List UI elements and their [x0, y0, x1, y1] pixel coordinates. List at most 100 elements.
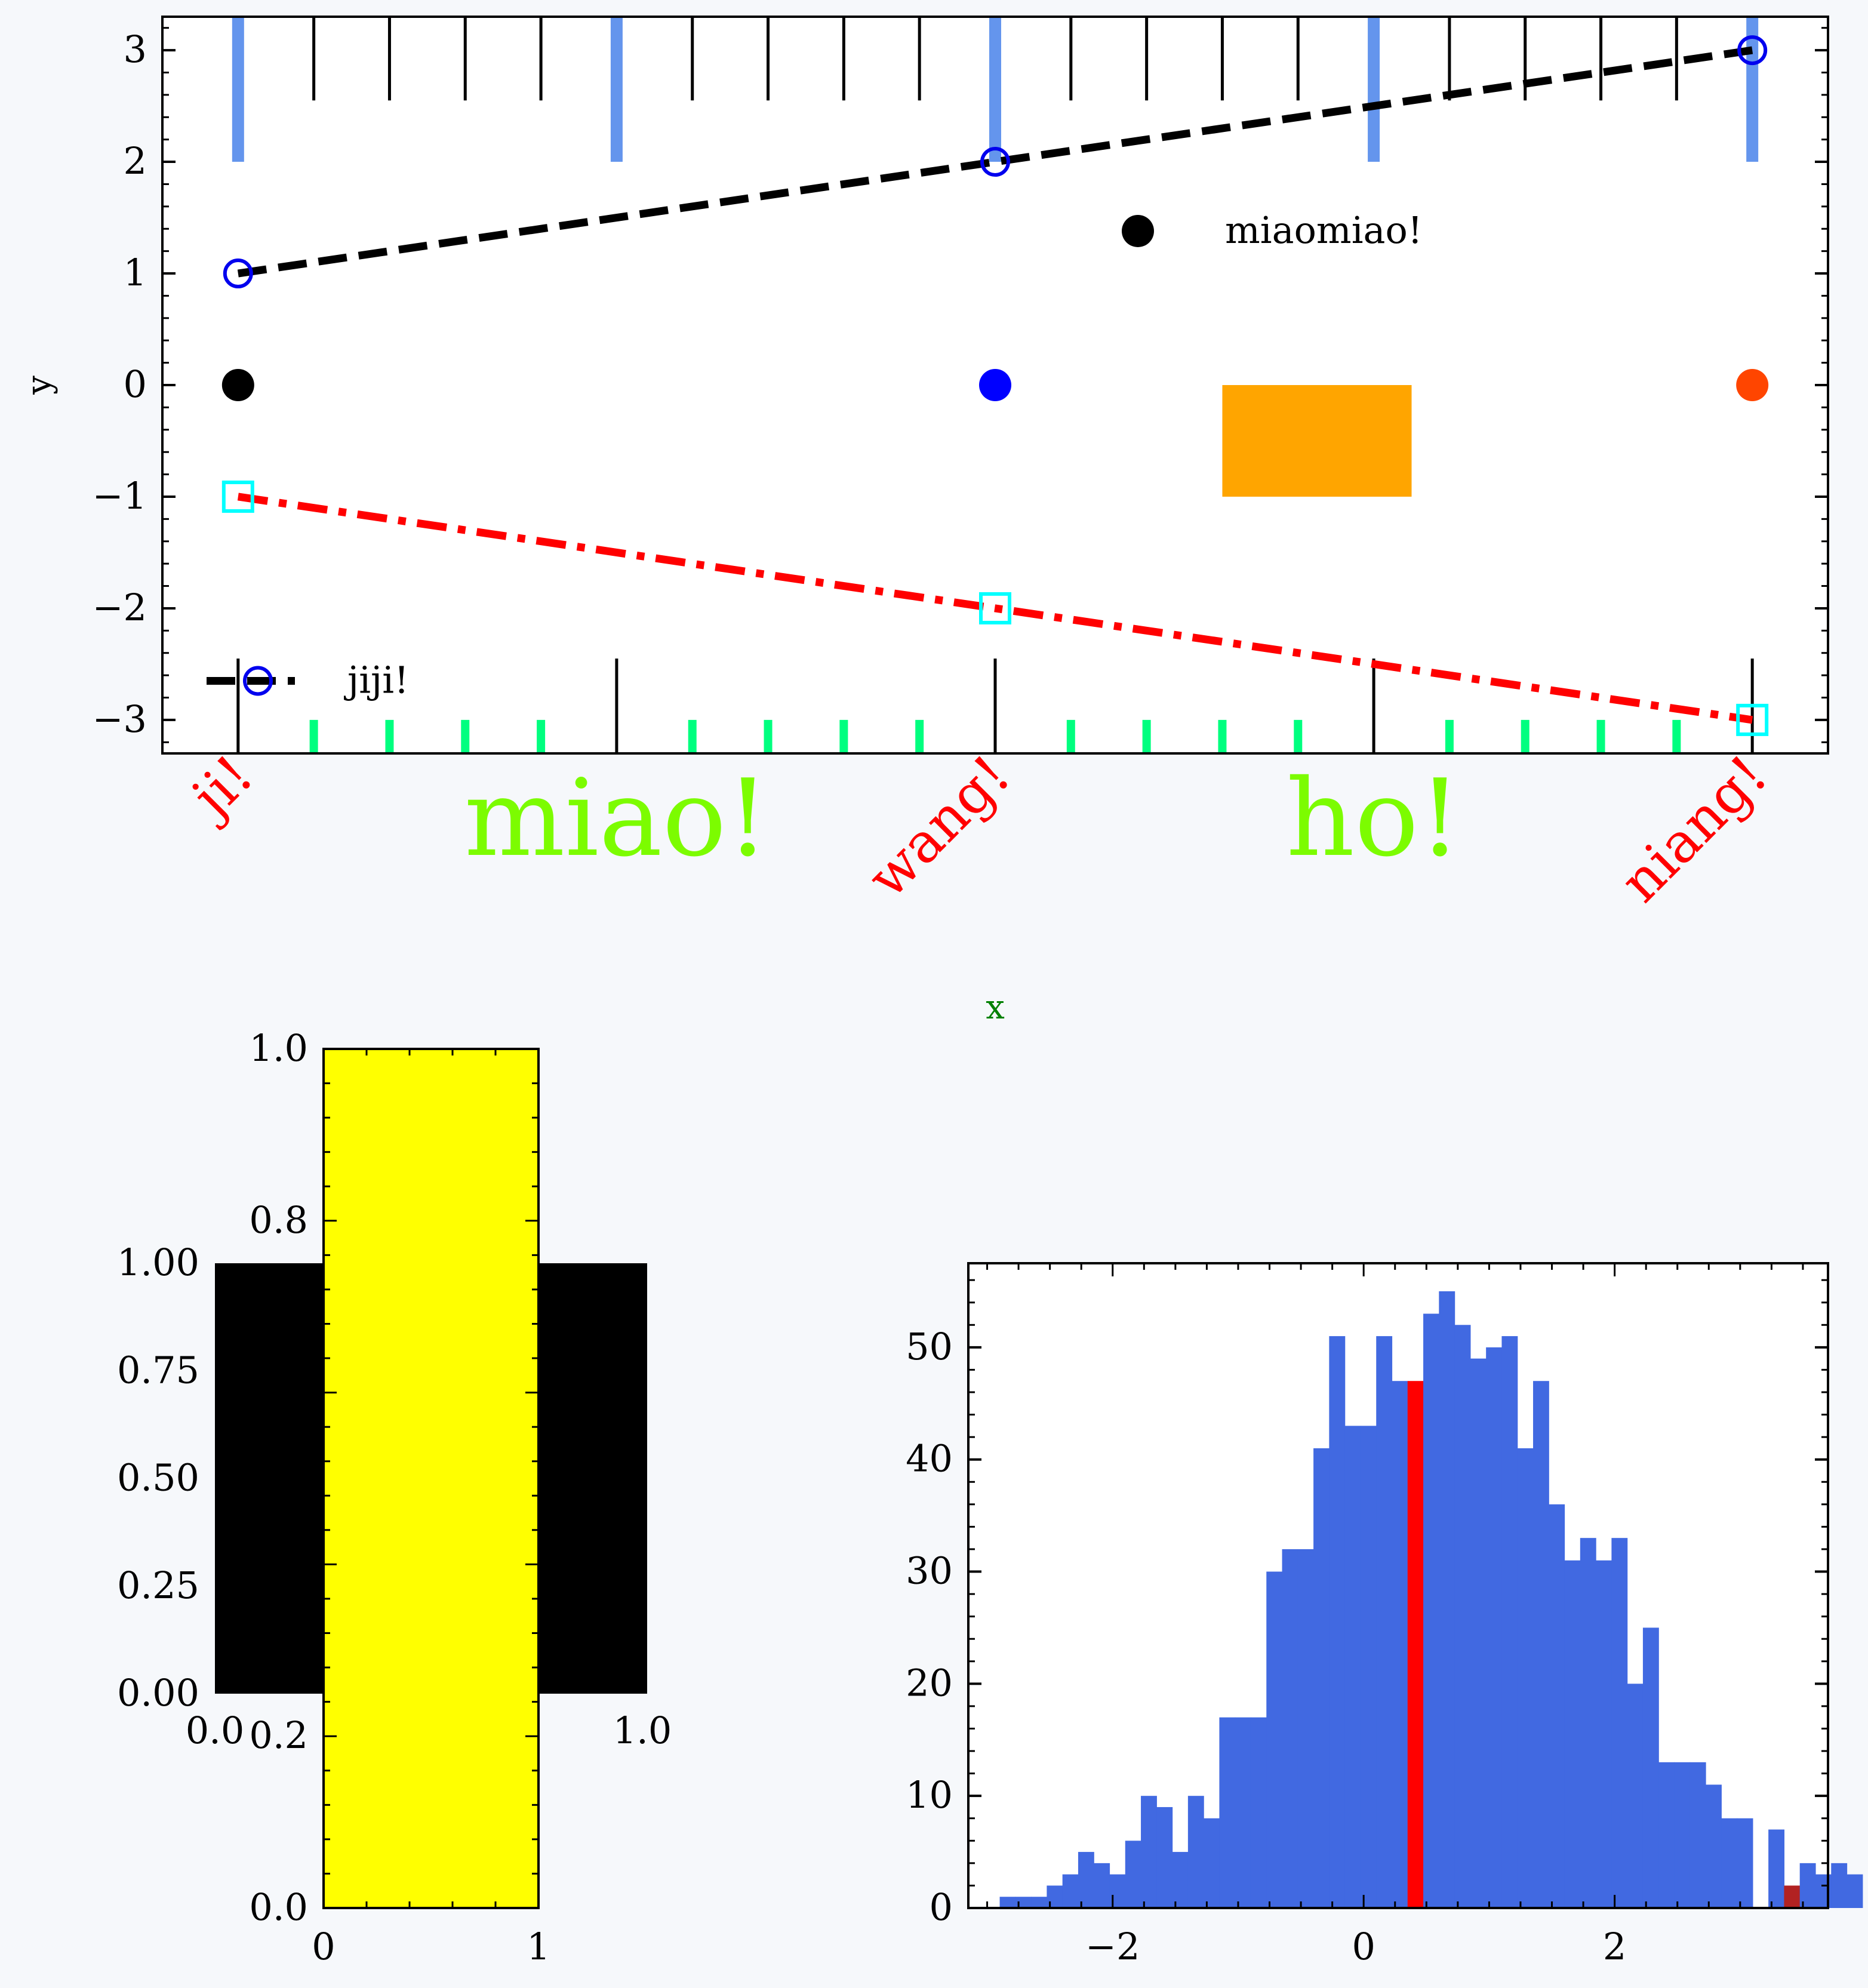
histogram-bar	[1737, 1818, 1753, 1908]
histogram-bar	[1423, 1313, 1439, 1908]
histogram-bar	[1642, 1627, 1659, 1908]
histogram-bar	[1706, 1784, 1722, 1908]
histogram-x-tick-label: 0	[1352, 1925, 1375, 1968]
histogram-axes-frame	[967, 1262, 1829, 1909]
histogram-bar	[1313, 1448, 1330, 1908]
histogram-bar	[1689, 1762, 1706, 1908]
histogram-bar	[1219, 1717, 1236, 1908]
main-x-axis-label: x	[986, 988, 1005, 1027]
histogram-bar	[1831, 1863, 1848, 1908]
histogram-bar	[1062, 1874, 1079, 1908]
x-minor-tick-label: ho!	[1286, 756, 1461, 880]
series-square-point	[221, 480, 254, 513]
series-jiji-line	[237, 46, 1753, 278]
inset-yellow-fill	[322, 1048, 540, 1909]
histogram-y-tick-label: 40	[906, 1437, 953, 1481]
inset-black-y-tick-label: 0.25	[117, 1564, 199, 1607]
histogram-plot: 0 10 20 30 40 50 −2 0 2	[906, 1262, 1863, 1968]
histogram-bar	[1172, 1852, 1189, 1908]
inset-black-y-tick-label: 0.50	[117, 1456, 199, 1500]
y-tick-label: 0	[124, 362, 147, 406]
series-miaomiao-point	[221, 369, 254, 401]
histogram-y-tick-label: 0	[930, 1885, 953, 1929]
histogram-bar	[1580, 1538, 1596, 1908]
histogram-bar	[1392, 1381, 1408, 1908]
y-tick-label: −1	[93, 474, 147, 518]
inset-black-x-tick-label: 1.0	[613, 1709, 672, 1752]
histogram-bar	[1611, 1538, 1628, 1908]
histogram-x-tick-label: −2	[1085, 1925, 1140, 1968]
histogram-bar	[1376, 1336, 1393, 1908]
histogram-y-tick-label: 50	[906, 1325, 953, 1368]
histogram-bar	[1784, 1885, 1801, 1908]
y-tick-label: 3	[124, 27, 147, 71]
x-minor-tick-label: miao!	[464, 756, 770, 880]
histogram-bar	[1125, 1841, 1141, 1908]
histogram-bar	[1094, 1863, 1110, 1908]
inset-yellow-y-tick-label: 0.8	[249, 1198, 308, 1242]
main-legends: jiji! miaomiao!	[207, 208, 1423, 701]
histogram-bar	[1344, 1426, 1361, 1908]
histogram-bar	[1078, 1852, 1094, 1908]
histogram-bar	[1250, 1717, 1267, 1908]
histogram-bar	[1141, 1796, 1157, 1908]
histogram-y-tick-label: 30	[906, 1549, 953, 1593]
series-jiji-point	[980, 147, 1010, 177]
histogram-bar	[1517, 1448, 1534, 1908]
main-axes	[161, 16, 1829, 755]
histogram-bar	[1329, 1336, 1346, 1908]
main-series	[221, 35, 1769, 736]
legend-miaomiao-label: miaomiao!	[1225, 208, 1423, 252]
histogram-bar	[1564, 1560, 1581, 1908]
histogram-bar	[1266, 1571, 1283, 1908]
histogram-bar	[1799, 1863, 1816, 1908]
histogram-bar	[999, 1897, 1016, 1908]
series-square-point	[1736, 703, 1769, 736]
inset-yellow-y-tick-label: 1.0	[249, 1026, 308, 1070]
histogram-bar	[1031, 1897, 1047, 1908]
histogram-y-tick-label: 10	[906, 1773, 953, 1817]
histogram-bar	[1407, 1381, 1424, 1908]
histogram-bar	[1439, 1291, 1455, 1908]
inset-yellow-y-tick-label: 0.0	[249, 1885, 308, 1929]
histogram-bar	[1674, 1762, 1691, 1908]
histogram-bar	[1721, 1818, 1738, 1908]
inset-yellow-x-tick-label: 0	[312, 1925, 335, 1968]
orange-rectangle	[1222, 385, 1412, 497]
y-tick-label: −2	[93, 586, 147, 629]
inset-black-y-tick-label: 1.00	[117, 1241, 199, 1284]
histogram-bar	[1501, 1336, 1518, 1908]
histogram-y-tick-label: 20	[906, 1661, 953, 1704]
histogram-bar	[1204, 1818, 1220, 1908]
histogram-bar	[1532, 1381, 1549, 1908]
histogram-bar	[1156, 1807, 1173, 1908]
series-miaomiao-point	[979, 369, 1011, 401]
legend-jiji-label: jiji!	[344, 658, 409, 701]
y-tick-label: −3	[93, 697, 147, 741]
inset-black-y-tick-label: 0.75	[117, 1348, 199, 1392]
histogram-bar	[1596, 1560, 1612, 1908]
histogram-bar	[1549, 1504, 1565, 1908]
histogram-bar	[1454, 1325, 1471, 1908]
y-tick-label: 2	[124, 139, 147, 183]
histogram-bar	[1360, 1426, 1377, 1908]
series-miaomiao-point	[1736, 369, 1769, 401]
histogram-bar	[1486, 1347, 1503, 1908]
histogram-bar	[1470, 1358, 1487, 1908]
histogram-bar	[1282, 1549, 1298, 1908]
histogram-bar	[1297, 1549, 1314, 1908]
histogram-bar	[1658, 1762, 1675, 1908]
series-red-dashdot-line	[237, 493, 1753, 724]
histogram-bar	[1235, 1717, 1251, 1908]
inset-yellow-plot: 0.0 0.2 0.8 1.0 0 1	[249, 1026, 550, 1968]
histogram-bar	[1187, 1796, 1204, 1908]
inset-black-x-tick-label: 0.0	[186, 1709, 245, 1752]
histogram-bar	[1627, 1684, 1644, 1908]
histogram-bar	[1768, 1829, 1785, 1908]
main-decorations	[232, 17, 1759, 753]
histogram-bar	[1847, 1874, 1863, 1908]
main-y-axis-label: y	[20, 376, 59, 395]
series-jiji-point	[223, 258, 253, 289]
